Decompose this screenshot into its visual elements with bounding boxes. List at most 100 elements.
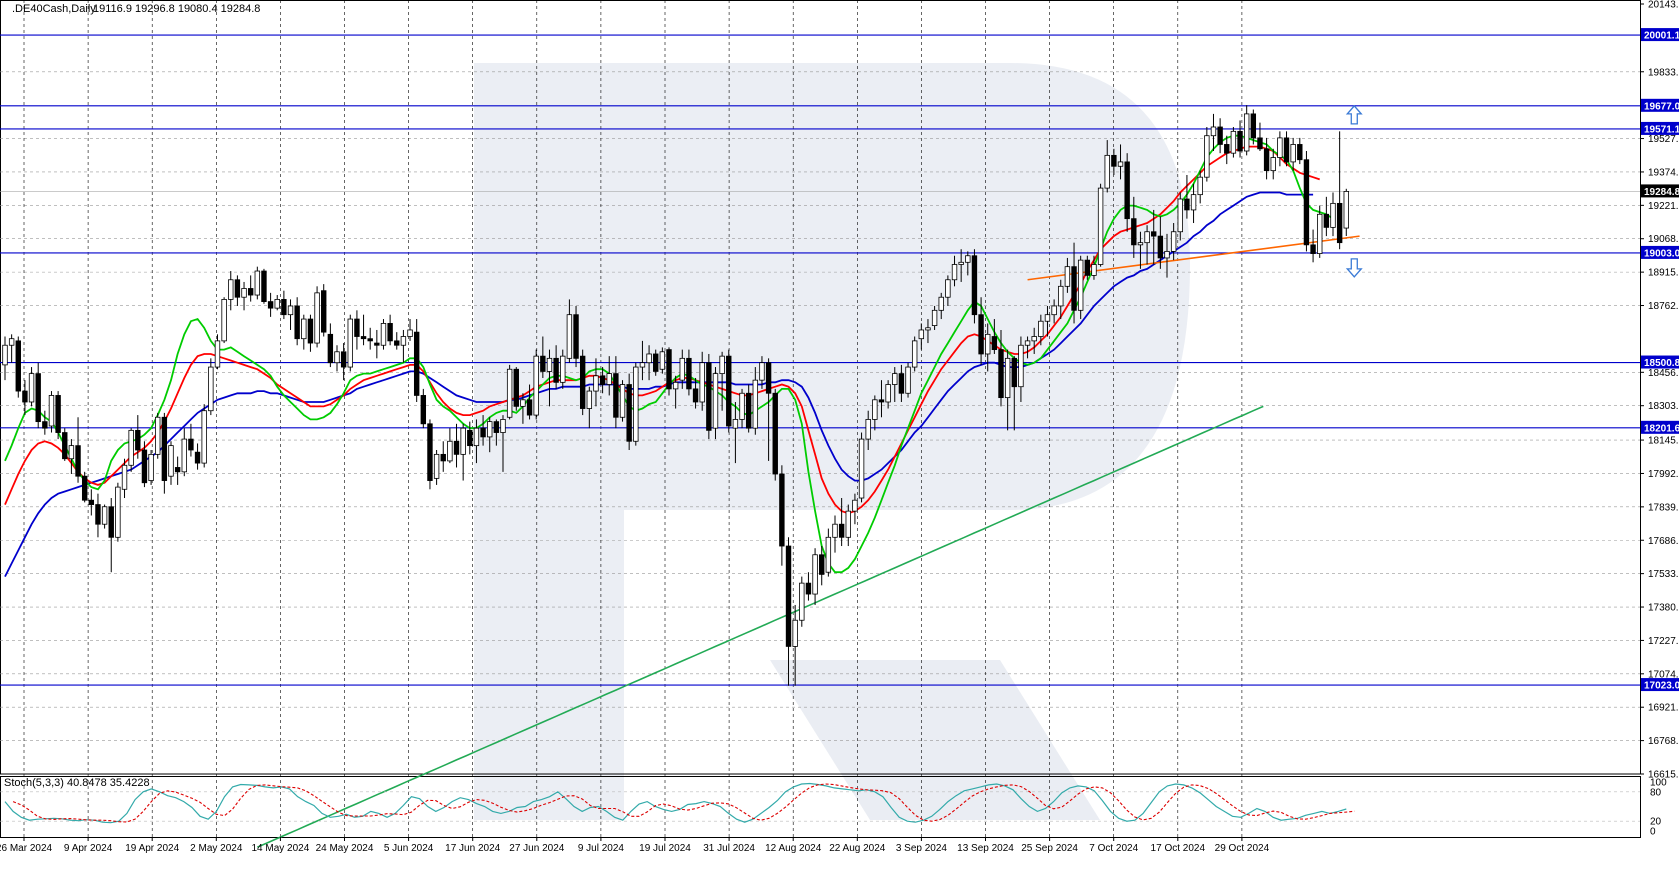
candle-body-bear bbox=[234, 279, 241, 298]
candle-body-bull bbox=[858, 438, 865, 499]
candle-body-bear bbox=[838, 523, 845, 538]
candle-body-bear bbox=[1310, 244, 1316, 254]
candle bbox=[666, 347, 672, 396]
symbol-label: .DE40Cash,Daily bbox=[12, 3, 96, 15]
candle-body-bull bbox=[1270, 157, 1276, 172]
candle bbox=[1257, 122, 1263, 151]
candle-body-bull bbox=[659, 351, 666, 370]
candle-body-bear bbox=[440, 453, 446, 462]
candle-body-bull bbox=[739, 392, 745, 420]
candle bbox=[898, 364, 905, 402]
candle bbox=[28, 367, 35, 407]
candle-body-bear bbox=[706, 362, 712, 431]
stoch-label: Stoch(5,3,3) 40.8478 35.4228 bbox=[4, 777, 150, 789]
candle-body-bear bbox=[88, 499, 95, 505]
candle bbox=[354, 310, 360, 350]
candle bbox=[55, 391, 61, 440]
candle-body-bear bbox=[1124, 161, 1130, 220]
candle bbox=[22, 380, 28, 416]
candle bbox=[712, 367, 719, 440]
candle-body-bear bbox=[991, 336, 998, 351]
candle bbox=[1091, 255, 1097, 280]
candle-body-bear bbox=[22, 390, 28, 403]
current-price-label: 19284.8 bbox=[1644, 187, 1679, 198]
level-tag bbox=[1641, 245, 1679, 259]
candle-body-bear bbox=[1151, 231, 1157, 237]
candle-body-bear bbox=[427, 423, 433, 481]
candle-body-bull bbox=[2, 344, 8, 366]
candle bbox=[838, 498, 845, 547]
candle-body-bull bbox=[1330, 202, 1336, 228]
candle bbox=[267, 292, 274, 317]
candle-body-bull bbox=[1164, 250, 1170, 259]
candle bbox=[745, 384, 752, 433]
candle-body-bear bbox=[161, 416, 168, 481]
candle-body-bull bbox=[208, 366, 214, 412]
candle bbox=[865, 410, 871, 451]
candle-body-bull bbox=[1004, 357, 1011, 399]
candle bbox=[991, 319, 998, 354]
candle-body-bear bbox=[367, 338, 373, 342]
candle-body-bear bbox=[321, 290, 327, 333]
candle bbox=[825, 528, 832, 577]
candle-body-bull bbox=[1144, 231, 1150, 244]
arrow-down-icon bbox=[1345, 258, 1363, 278]
candle-body-bull bbox=[1343, 191, 1349, 229]
candle bbox=[513, 367, 519, 411]
level-tag-label: 18201.6 bbox=[1644, 423, 1679, 434]
candle-body-bull bbox=[918, 329, 925, 340]
candle-body-bear bbox=[174, 467, 181, 473]
candle-body-bear bbox=[194, 451, 201, 464]
candle-body-bull bbox=[1097, 187, 1104, 265]
candle bbox=[314, 286, 320, 348]
candle bbox=[971, 249, 978, 324]
candle bbox=[540, 336, 546, 378]
candle bbox=[15, 336, 21, 398]
candle bbox=[878, 380, 885, 418]
candle-body-bear bbox=[81, 475, 88, 501]
candle bbox=[759, 356, 765, 389]
candle bbox=[188, 423, 194, 457]
price-tick-label: 19374.0 bbox=[1648, 167, 1679, 178]
candle bbox=[400, 329, 407, 363]
candle-body-bull bbox=[1177, 198, 1183, 233]
candle bbox=[1177, 192, 1183, 241]
candle-body-bull bbox=[1317, 213, 1323, 254]
candle bbox=[506, 364, 513, 420]
candle bbox=[360, 314, 367, 346]
level-tag-label: 19677.0 bbox=[1644, 101, 1679, 112]
candle-body-bull bbox=[958, 261, 964, 265]
candle bbox=[467, 421, 473, 455]
candle-body-bull bbox=[520, 399, 526, 407]
candle bbox=[234, 275, 241, 306]
candle bbox=[48, 391, 55, 433]
candle-body-bear bbox=[805, 582, 812, 595]
candle-body-bear bbox=[413, 331, 420, 396]
candle bbox=[247, 275, 254, 302]
candle-body-bull bbox=[433, 453, 440, 479]
candle bbox=[101, 504, 108, 529]
candle bbox=[241, 281, 247, 311]
candle-body-bear bbox=[1084, 259, 1091, 276]
candle bbox=[1170, 223, 1177, 261]
candle bbox=[2, 336, 8, 381]
candle-body-bear bbox=[188, 438, 194, 451]
candle-body-bull bbox=[1064, 266, 1071, 287]
candle bbox=[706, 353, 712, 440]
candle bbox=[148, 450, 154, 485]
price-tick-label: 17074.5 bbox=[1648, 669, 1679, 680]
candle-body-bull bbox=[1051, 305, 1057, 316]
price-tick-label: 17380.5 bbox=[1648, 603, 1679, 614]
candle-body-bear bbox=[420, 395, 427, 425]
candle-body-bear bbox=[1071, 266, 1077, 311]
candle-body-bull bbox=[254, 270, 261, 296]
candle-body-bull bbox=[1031, 336, 1037, 342]
candle bbox=[1317, 205, 1323, 258]
price-tick-label: 19221.0 bbox=[1648, 201, 1679, 212]
candle-body-bear bbox=[526, 399, 533, 416]
candle bbox=[613, 356, 619, 429]
candle-body-bear bbox=[261, 270, 267, 302]
stoch-tick-label: 0 bbox=[1650, 827, 1656, 838]
candle bbox=[221, 297, 227, 344]
candle bbox=[168, 441, 174, 485]
